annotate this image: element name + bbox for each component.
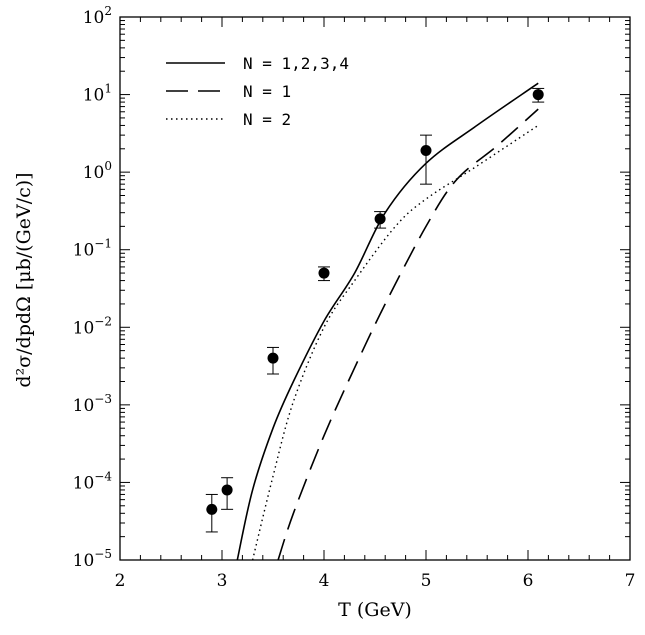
y-tick-label: 10−3 (73, 392, 112, 416)
x-axis-title: T (GeV) (338, 599, 412, 621)
legend-label-3: N = 2 (243, 110, 291, 129)
plot-frame (119, 16, 631, 561)
x-tick-label: 6 (523, 571, 534, 591)
series-line-1 (236, 82, 539, 560)
x-tick-label: 2 (115, 571, 126, 591)
x-tick-label: 5 (421, 571, 432, 591)
x-tick-label: 3 (217, 571, 228, 591)
data-point (206, 503, 218, 515)
data-point (267, 352, 279, 364)
data-point (318, 267, 330, 279)
x-tick-label: 4 (319, 571, 330, 591)
data-point (420, 145, 432, 157)
y-tick-label: 102 (83, 4, 112, 28)
y-tick-label: 10−1 (73, 237, 112, 261)
y-axis-title-box: d²σ/dpdΩ [μb/(GeV/c)] (4, 0, 44, 560)
y-tick-label: 100 (83, 159, 112, 183)
data-point (221, 484, 233, 496)
series-line-2 (277, 108, 539, 560)
series-line-3 (251, 124, 539, 560)
y-axis-title: d²σ/dpdΩ [μb/(GeV/c)] (13, 172, 35, 388)
y-tick-label: 10−2 (73, 314, 112, 338)
y-tick-label: 101 (83, 82, 112, 106)
data-point (374, 213, 386, 225)
legend-label-1: N = 1,2,3,4 (243, 54, 349, 73)
x-tick-label: 7 (625, 571, 636, 591)
legend-label-2: N = 1 (243, 82, 291, 101)
data-point (532, 89, 544, 101)
y-tick-label: 10−4 (73, 469, 113, 493)
y-tick-label: 10−5 (73, 547, 112, 571)
